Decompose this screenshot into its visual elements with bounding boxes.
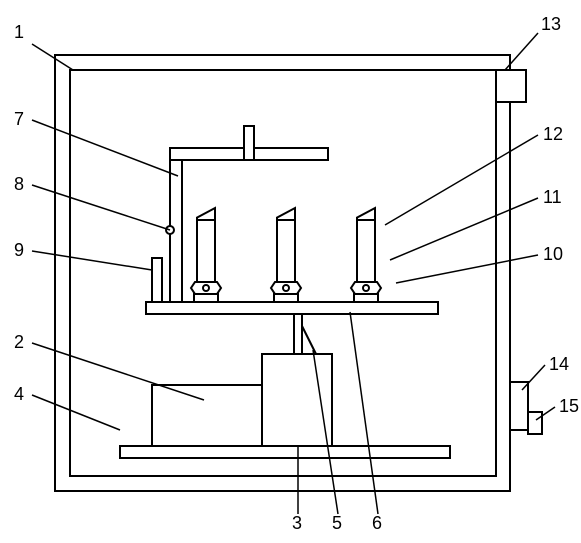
panel-14 [510,382,528,430]
platform-6 [146,302,438,314]
label-2: 2 [14,332,24,352]
bracket-7v [244,126,254,160]
cylinder-b-pin [283,285,289,291]
label-5: 5 [332,513,342,533]
cylinder-b-foot [274,294,298,302]
cylinder-c-stem [357,220,375,282]
shaft-5 [294,314,302,354]
cylinder-a-stem [197,220,215,282]
label-12: 12 [543,124,563,144]
leader-14 [522,365,545,390]
cylinder-a-pin [203,285,209,291]
leader-13 [505,33,538,70]
label-15: 15 [559,396,579,416]
button-13 [496,70,526,102]
cylinder-c-foot [354,294,378,302]
cylinder-a-foot [194,294,218,302]
block-3 [262,354,332,446]
label-4: 4 [14,384,24,404]
button-15 [528,412,542,434]
block-2 [152,385,262,446]
diagram-svg: 1 7 8 9 2 4 13 12 11 10 14 15 3 5 6 [0,0,581,543]
label-7: 7 [14,109,24,129]
label-10: 10 [543,244,563,264]
label-14: 14 [549,354,569,374]
label-11: 11 [543,187,562,207]
label-13: 13 [541,14,561,34]
label-9: 9 [14,240,24,260]
base-4 [120,446,450,458]
post-9 [152,258,162,302]
label-8: 8 [14,174,24,194]
cylinder-c-pin [363,285,369,291]
label-3: 3 [292,513,302,533]
cylinder-b-stem [277,220,295,282]
label-1: 1 [14,22,24,42]
label-6: 6 [372,513,382,533]
